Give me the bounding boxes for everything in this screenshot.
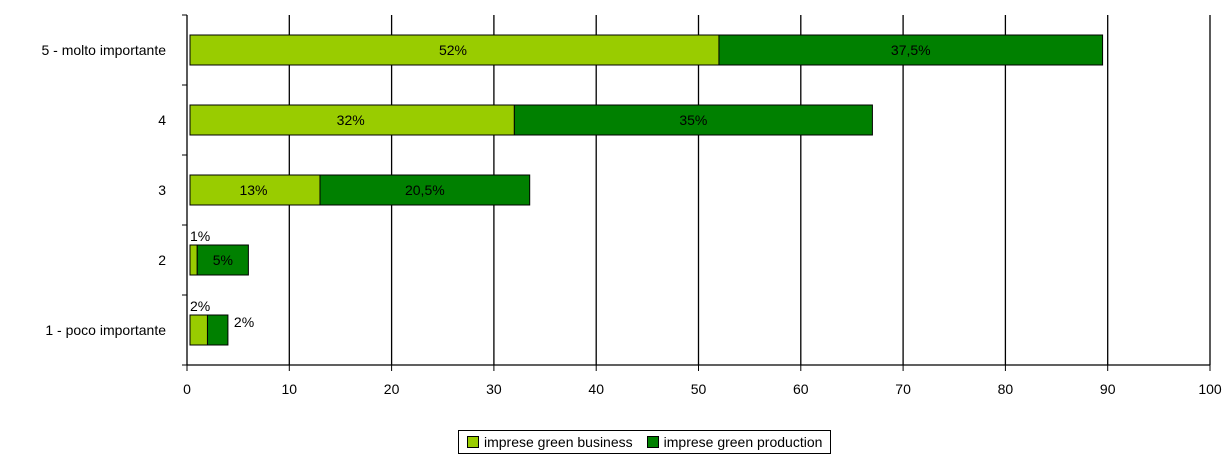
data-label: 37,5% [891,42,931,58]
legend-swatch-green-production [646,436,659,448]
x-tick-label: 40 [588,381,604,397]
data-label: 32% [337,112,365,128]
bar-green-production [319,174,531,206]
legend-label-green-production: imprese green production [663,434,823,450]
data-label: 20,5% [405,182,445,198]
y-category-label: 2 [158,252,166,268]
y-category-label: 5 - molto importante [42,42,167,58]
legend: imprese green business imprese green pro… [458,430,832,454]
x-tick-label: 70 [895,381,911,397]
bar-green-production [513,104,873,136]
bar-green-business [189,174,321,206]
data-label: 5% [213,252,233,268]
x-tick-label: 0 [183,381,191,397]
data-label: 2% [190,298,210,314]
legend-item-green-production: imprese green production [646,434,823,450]
x-tick-label: 20 [384,381,400,397]
bar-green-production [718,34,1104,66]
bar-green-business [189,314,208,346]
bar-green-business [189,104,515,136]
data-label: 35% [679,112,707,128]
x-tick-label: 80 [998,381,1014,397]
legend-label-green-business: imprese green business [484,434,633,450]
x-tick-label: 30 [486,381,502,397]
bar-green-production [206,314,229,346]
legend-swatch-green-business [467,436,479,448]
x-tick-label: 10 [282,381,298,397]
data-label: 13% [239,182,267,198]
data-label: 2% [234,314,254,330]
x-tick-label: 60 [793,381,809,397]
y-category-label: 3 [158,182,166,198]
x-tick-label: 50 [691,381,707,397]
x-tick-label: 90 [1100,381,1116,397]
y-category-label: 4 [158,112,166,128]
bar-green-business [189,244,198,276]
x-tick-label: 100 [1198,381,1222,397]
data-label: 1% [190,228,210,244]
legend-item-green-business: imprese green business [467,434,633,450]
bar-green-production [196,244,249,276]
y-category-label: 1 - poco importante [45,322,166,338]
data-label: 52% [439,42,467,58]
